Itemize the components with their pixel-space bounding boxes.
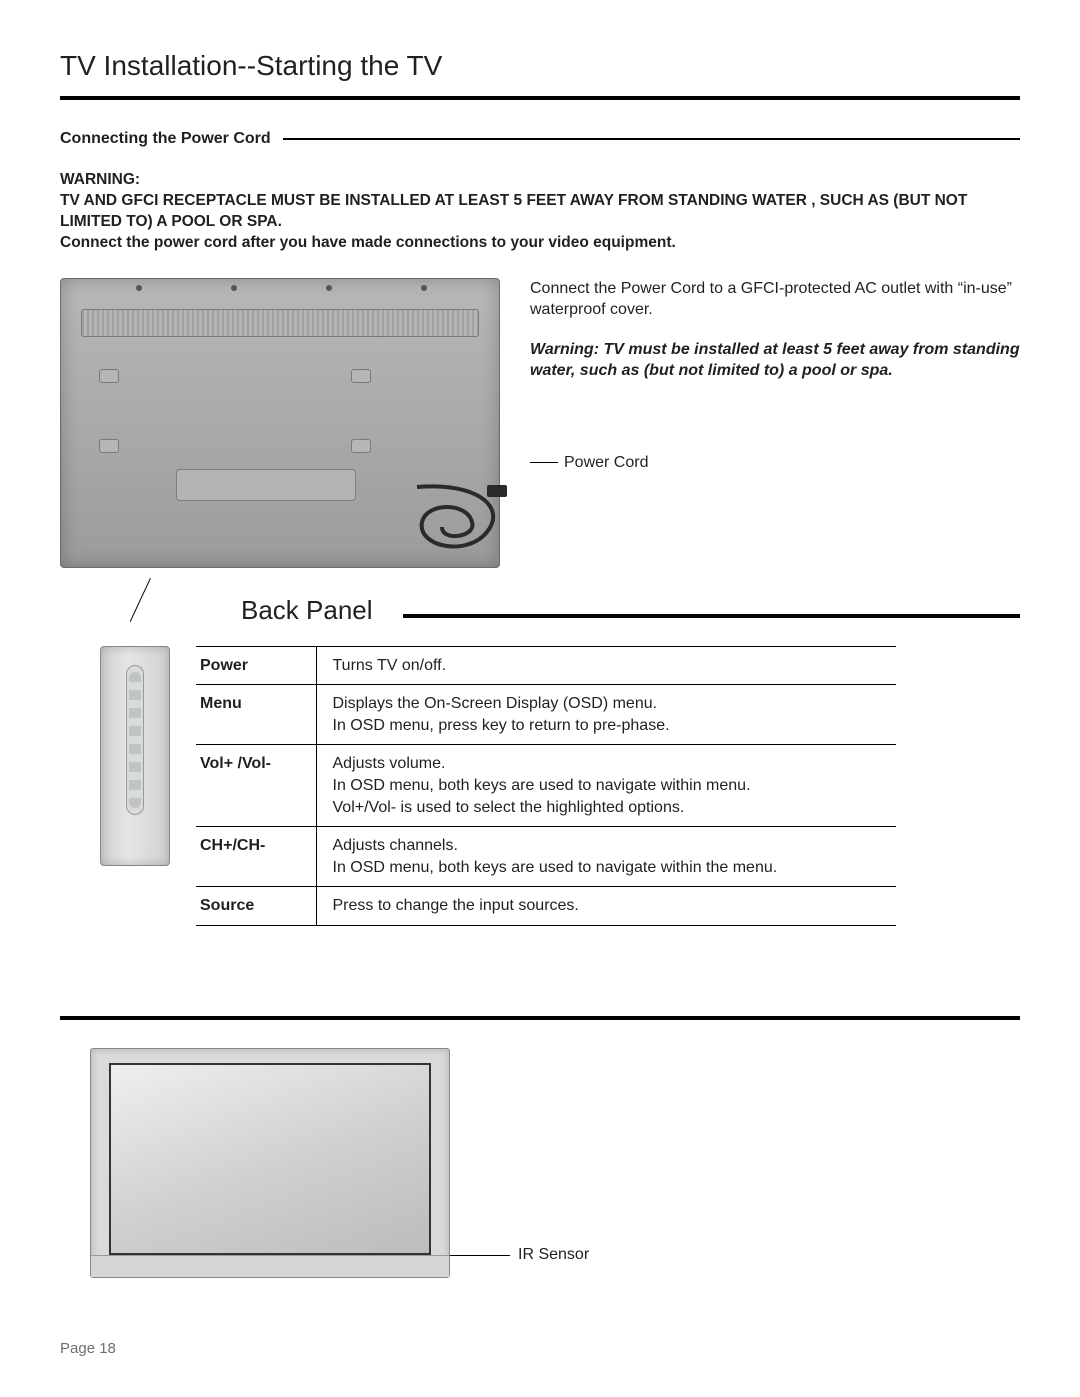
controls-row: PowerTurns TV on/off.MenuDisplays the On…: [100, 646, 1020, 926]
bottom-rule: [60, 1016, 1020, 1020]
connect-text: Connect the Power Cord to a GFCI-protect…: [530, 278, 1020, 321]
table-row: SourcePress to change the input sources.: [196, 887, 896, 926]
section-title-line: [283, 138, 1020, 140]
table-row: Vol+ /Vol-Adjusts volume. In OSD menu, b…: [196, 745, 896, 827]
table-row: MenuDisplays the On-Screen Display (OSD)…: [196, 685, 896, 745]
figure-row: Connect the Power Cord to a GFCI-protect…: [60, 278, 1020, 568]
back-panel-leader: [130, 578, 151, 622]
control-desc: Displays the On-Screen Display (OSD) men…: [316, 685, 896, 745]
control-key: Source: [196, 887, 316, 926]
back-panel-heading-row: Back Panel: [140, 578, 1020, 626]
warning-text-1: TV AND GFCI RECEPTACLE MUST BE INSTALLED…: [60, 191, 1020, 233]
table-row: PowerTurns TV on/off.: [196, 646, 896, 685]
italic-warning: Warning: TV must be installed at least 5…: [530, 339, 1020, 382]
control-desc: Turns TV on/off.: [316, 646, 896, 685]
section-title-row: Connecting the Power Cord: [60, 130, 1020, 148]
side-panel-illustration: [100, 646, 170, 866]
warning-label: WARNING:: [60, 170, 1020, 191]
control-desc: Press to change the input sources.: [316, 887, 896, 926]
power-cord-icon: [397, 477, 517, 577]
ir-callout: IR Sensor: [450, 1246, 589, 1264]
ir-sensor-label: IR Sensor: [518, 1246, 589, 1264]
page-number: Page 18: [60, 1340, 116, 1357]
tv-back-illustration: [60, 278, 500, 568]
section-title: Connecting the Power Cord: [60, 130, 271, 148]
control-key: CH+/CH-: [196, 827, 316, 887]
controls-table: PowerTurns TV on/off.MenuDisplays the On…: [196, 646, 896, 926]
control-key: Vol+ /Vol-: [196, 745, 316, 827]
page-title: TV Installation--Starting the TV: [60, 50, 1020, 82]
tv-front-row: IR Sensor: [90, 1048, 1020, 1278]
warning-block: WARNING: TV AND GFCI RECEPTACLE MUST BE …: [60, 170, 1020, 254]
control-key: Power: [196, 646, 316, 685]
control-key: Menu: [196, 685, 316, 745]
power-cord-label: Power Cord: [564, 452, 648, 474]
control-desc: Adjusts volume. In OSD menu, both keys a…: [316, 745, 896, 827]
back-panel-title: Back Panel: [241, 595, 373, 626]
table-row: CH+/CH-Adjusts channels. In OSD menu, bo…: [196, 827, 896, 887]
heading-rule: [60, 96, 1020, 100]
tv-front-illustration: [90, 1048, 450, 1278]
power-cord-callout: Power Cord: [530, 452, 1020, 474]
warning-text-2: Connect the power cord after you have ma…: [60, 233, 1020, 254]
control-desc: Adjusts channels. In OSD menu, both keys…: [316, 827, 896, 887]
figure-text: Connect the Power Cord to a GFCI-protect…: [530, 278, 1020, 474]
back-panel-rule: [403, 614, 1020, 618]
